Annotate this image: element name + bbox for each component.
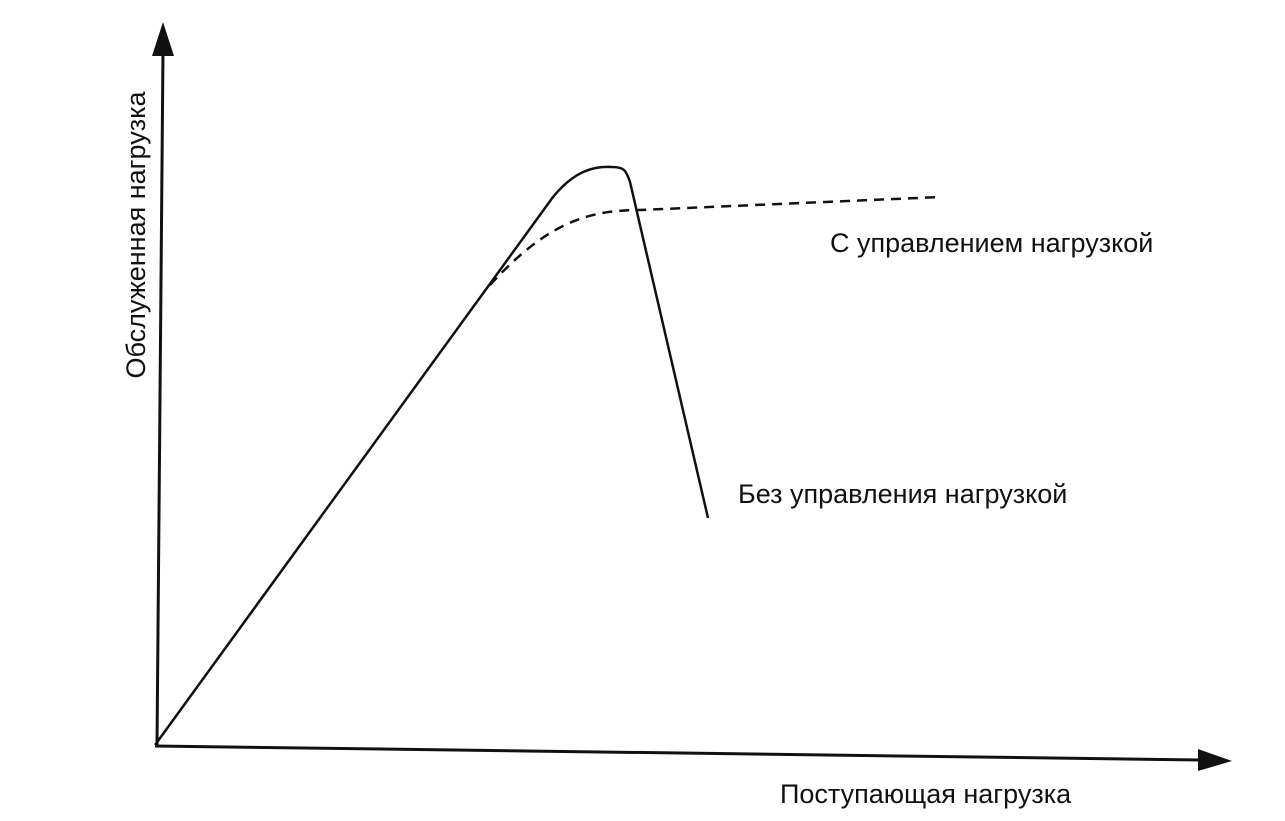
x-axis-label: Поступающая нагрузка <box>780 779 1072 809</box>
x-axis <box>154 744 1201 762</box>
y-axis-label: Обслуженная нагрузка <box>121 90 151 378</box>
curve-label: Без управления нагрузкой <box>738 479 1067 509</box>
curve-without-control <box>153 165 710 746</box>
curve-label: С управлением нагрузкой <box>830 228 1153 258</box>
x-axis-arrow <box>1198 749 1232 771</box>
curve-with-control <box>489 195 941 286</box>
y-axis <box>155 49 165 747</box>
y-axis-arrow <box>152 22 174 56</box>
